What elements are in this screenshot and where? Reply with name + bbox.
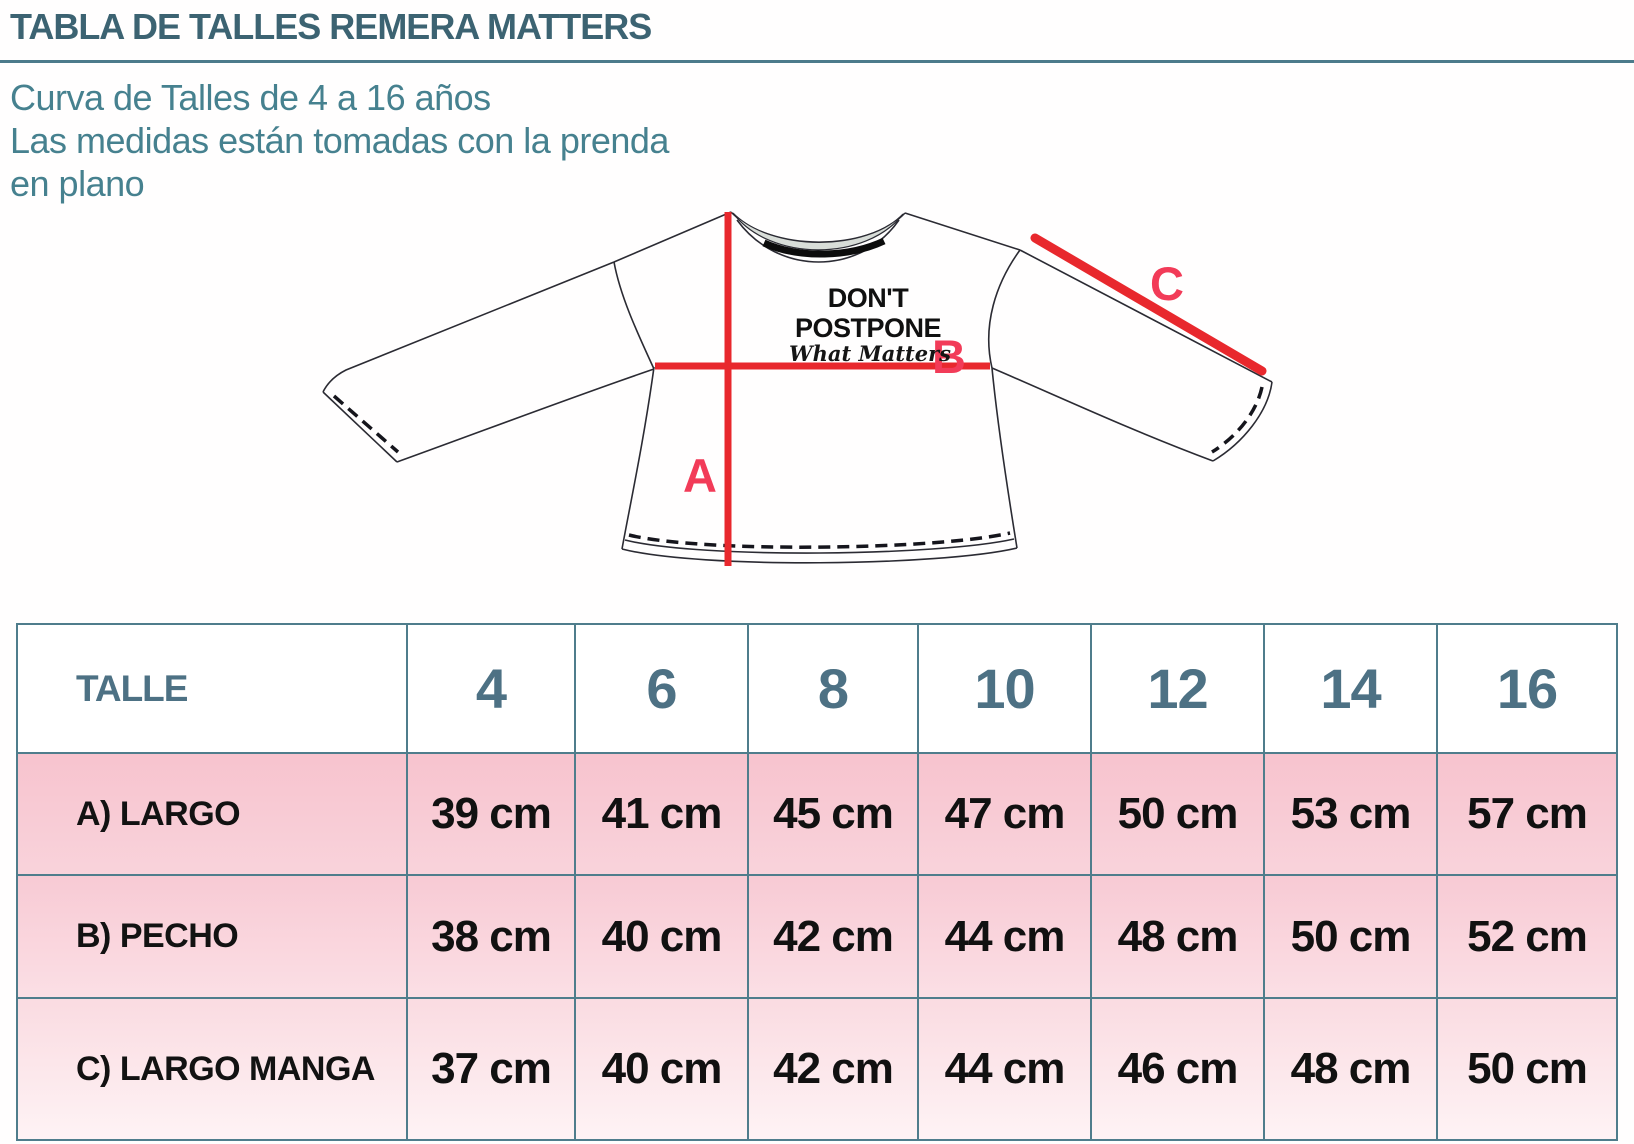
cell-pecho-4: 38 cm — [406, 874, 576, 999]
left-sleeve-top-edge — [322, 261, 615, 393]
cell-manga-8: 42 cm — [747, 997, 919, 1141]
cell-manga-16: 50 cm — [1436, 997, 1618, 1141]
left-cuff-stitching — [332, 394, 400, 454]
right-shoulder-seam — [904, 212, 1021, 251]
cell-manga-12: 46 cm — [1090, 997, 1265, 1141]
column-header-size-4: 4 — [406, 623, 576, 754]
measure-line-c — [1030, 233, 1267, 376]
left-sleeve-under-edge — [396, 368, 655, 463]
cell-largo-8: 45 cm — [747, 752, 919, 876]
cell-pecho-10: 44 cm — [917, 874, 1092, 999]
table-row-largo-manga: C) LARGO MANGA 37 cm 40 cm 42 cm 44 cm 4… — [16, 997, 1618, 1141]
left-shoulder-seam — [613, 211, 732, 263]
left-cuff-edge — [322, 391, 398, 463]
column-header-size-6: 6 — [574, 623, 749, 754]
right-cuff-edge — [1212, 381, 1273, 462]
table-row-largo: A) LARGO 39 cm 41 cm 45 cm 47 cm 50 cm 5… — [16, 752, 1618, 876]
column-header-size-16: 16 — [1436, 623, 1618, 754]
stitching-dashes — [332, 386, 1264, 549]
measure-label-a: A — [683, 449, 717, 502]
cell-pecho-14: 50 cm — [1263, 874, 1438, 999]
column-header-size-8: 8 — [747, 623, 919, 754]
right-cuff-stitching — [1211, 386, 1264, 454]
measure-label-c: C — [1150, 257, 1184, 310]
row-label-pecho: B) PECHO — [16, 874, 408, 999]
subtitle-line: Las medidas están tomadas con la prenda — [10, 120, 669, 161]
cell-pecho-16: 52 cm — [1436, 874, 1618, 999]
neckline-front-seam — [736, 219, 900, 263]
row-label-largo: A) LARGO — [16, 752, 408, 876]
shirt-print-script: What Matters — [789, 341, 951, 366]
cell-pecho-12: 48 cm — [1090, 874, 1265, 999]
cell-largo-12: 50 cm — [1090, 752, 1265, 876]
table-header-row: TALLE 4 6 8 10 12 14 16 — [16, 623, 1618, 754]
left-armhole-seam — [613, 261, 655, 370]
cell-largo-10: 47 cm — [917, 752, 1092, 876]
measurement-lines — [655, 212, 1267, 566]
cell-pecho-8: 42 cm — [747, 874, 919, 999]
body-right-side-seam — [991, 367, 1018, 549]
subtitle-line: en plano — [10, 163, 145, 204]
measure-label-b: B — [932, 330, 966, 383]
cell-largo-14: 53 cm — [1263, 752, 1438, 876]
hem-inner-edge — [624, 538, 1015, 554]
body-left-side-seam — [621, 366, 655, 550]
title-divider — [0, 60, 1634, 63]
cell-manga-4: 37 cm — [406, 997, 576, 1141]
neckline-outer-curve — [730, 211, 906, 243]
cell-manga-14: 48 cm — [1263, 997, 1438, 1141]
cell-pecho-6: 40 cm — [574, 874, 749, 999]
subtitle-line: Curva de Talles de 4 a 16 años — [10, 77, 491, 118]
cell-largo-6: 41 cm — [574, 752, 749, 876]
hem-outer-edge — [621, 547, 1018, 564]
column-header-size-12: 12 — [1090, 623, 1265, 754]
right-sleeve-under-edge — [991, 367, 1214, 462]
column-header-size-14: 14 — [1263, 623, 1438, 754]
row-label-largo-manga: C) LARGO MANGA — [16, 997, 408, 1141]
column-header-talle: TALLE — [16, 623, 408, 754]
column-header-size-10: 10 — [917, 623, 1092, 754]
cell-largo-16: 57 cm — [1436, 752, 1618, 876]
collar-shadow — [762, 237, 886, 258]
shirt-print-line1: DON'T — [828, 283, 909, 313]
page-title: TABLA DE TALLES REMERA MATTERS — [10, 6, 652, 47]
cell-manga-10: 44 cm — [917, 997, 1092, 1141]
collar-band — [732, 212, 904, 251]
right-sleeve-top-edge — [1019, 249, 1273, 383]
cell-manga-6: 40 cm — [574, 997, 749, 1141]
shirt-outline — [322, 211, 1273, 564]
shirt-print-line2: POSTPONE — [795, 313, 941, 343]
table-row-pecho: B) PECHO 38 cm 40 cm 42 cm 44 cm 48 cm 5… — [16, 874, 1618, 999]
right-armhole-seam — [987, 249, 1021, 369]
cell-largo-4: 39 cm — [406, 752, 576, 876]
hem-stitching — [628, 531, 1011, 549]
size-table: TALLE 4 6 8 10 12 14 16 A) LARGO 39 cm 4… — [16, 623, 1618, 1141]
subtitle-block: Curva de Talles de 4 a 16 años Las medid… — [10, 76, 669, 205]
